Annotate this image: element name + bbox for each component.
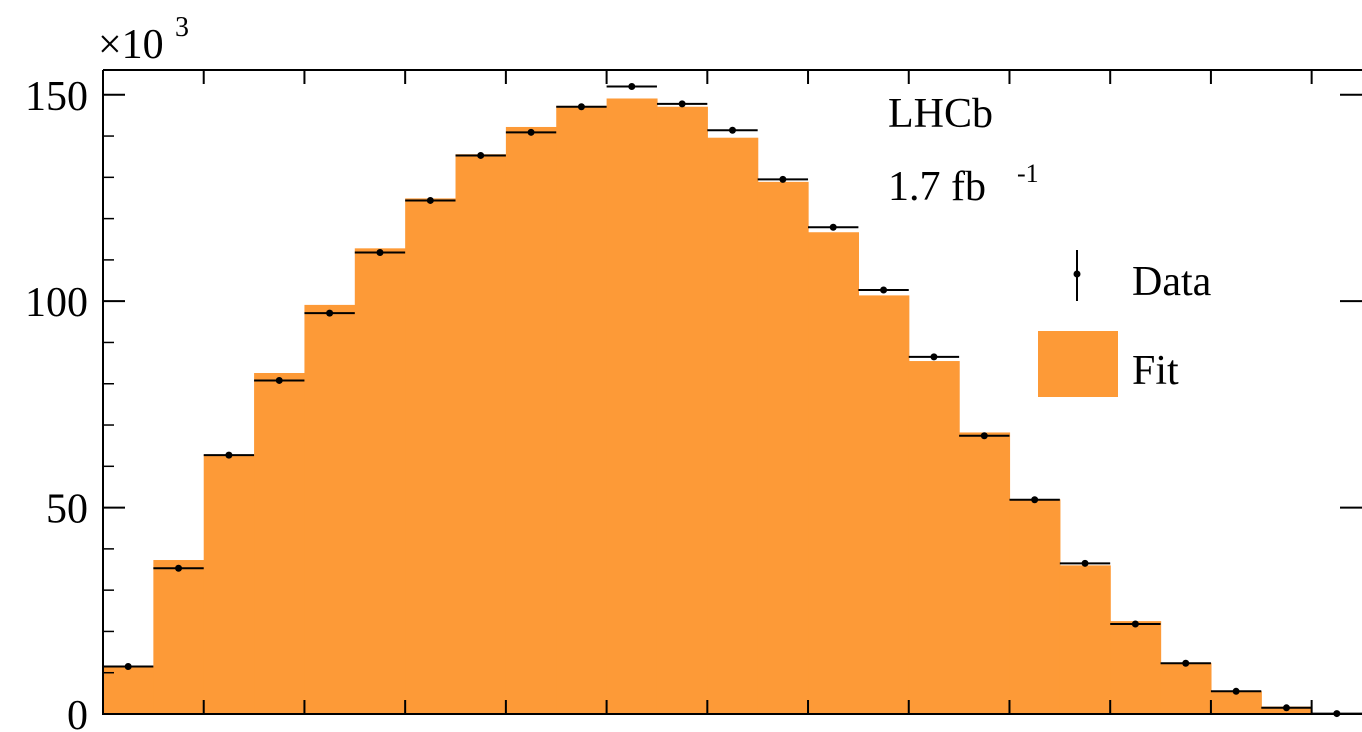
fit-bar: [808, 232, 859, 714]
data-point: [103, 663, 154, 671]
luminosity-exponent: -1: [1017, 159, 1039, 188]
legend: Data Fit: [1038, 250, 1212, 397]
experiment-label: LHCb: [888, 91, 993, 137]
fit-bar: [556, 105, 608, 714]
data-point: [1110, 620, 1161, 628]
data-point: [405, 196, 456, 204]
fit-bar: [304, 304, 356, 714]
data-points: [103, 83, 1362, 718]
luminosity-label: 1.7 fb: [888, 164, 986, 210]
y-tick-label: 100: [25, 280, 88, 326]
data-point: [858, 286, 909, 294]
data-point: [959, 432, 1010, 440]
fit-bar: [1009, 499, 1061, 714]
data-point: [203, 451, 255, 459]
fit-bar: [908, 361, 960, 714]
y-tick-label: 50: [46, 487, 88, 533]
data-point: [254, 376, 305, 384]
fit-bar: [707, 137, 759, 714]
fit-bar: [405, 198, 457, 714]
fit-bar: [153, 560, 205, 714]
y-tick-label: 0: [67, 693, 88, 732]
data-point: [808, 223, 859, 231]
data-point: [556, 103, 607, 111]
legend-data-label: Data: [1132, 259, 1212, 305]
data-point: [1009, 496, 1060, 504]
data-point: [757, 175, 809, 183]
data-point: [505, 128, 557, 136]
data-point: [1160, 659, 1211, 667]
fit-bar: [1110, 621, 1162, 714]
fit-bar: [455, 154, 507, 714]
y-tick-labels: 0 50 100 150: [25, 74, 88, 732]
data-point: [455, 151, 506, 159]
fit-histogram: [103, 98, 1362, 715]
data-point: [707, 126, 758, 134]
legend-fit-label: Fit: [1132, 348, 1179, 394]
y-multiplier-exponent: 3: [175, 12, 189, 43]
fit-bar: [103, 666, 154, 714]
y-tick-label: 150: [25, 74, 88, 120]
fit-bar: [1059, 565, 1111, 714]
fit-bar: [1160, 662, 1212, 714]
data-point: [304, 309, 355, 317]
data-point: [606, 83, 657, 91]
fit-bar: [858, 295, 910, 714]
fit-bar: [1210, 691, 1262, 714]
fit-bar: [959, 432, 1011, 714]
data-point: [1210, 687, 1262, 695]
data-point: [908, 353, 960, 361]
fit-bar: [505, 126, 557, 714]
fit-bar: [254, 373, 306, 714]
data-point: [153, 564, 204, 572]
fit-bar: [354, 248, 406, 715]
legend-fit-swatch: [1038, 331, 1118, 397]
data-point: [354, 248, 406, 256]
y-multiplier-label: ×10: [98, 22, 164, 68]
data-point: [656, 100, 708, 108]
data-point: [1261, 704, 1312, 712]
fit-bar: [606, 98, 658, 714]
fit-bar: [203, 454, 255, 714]
legend-data-marker: [1073, 270, 1081, 278]
fit-bar: [656, 106, 708, 714]
axes: [102, 69, 1362, 715]
data-point: [1059, 559, 1111, 567]
fit-bar: [757, 181, 809, 714]
